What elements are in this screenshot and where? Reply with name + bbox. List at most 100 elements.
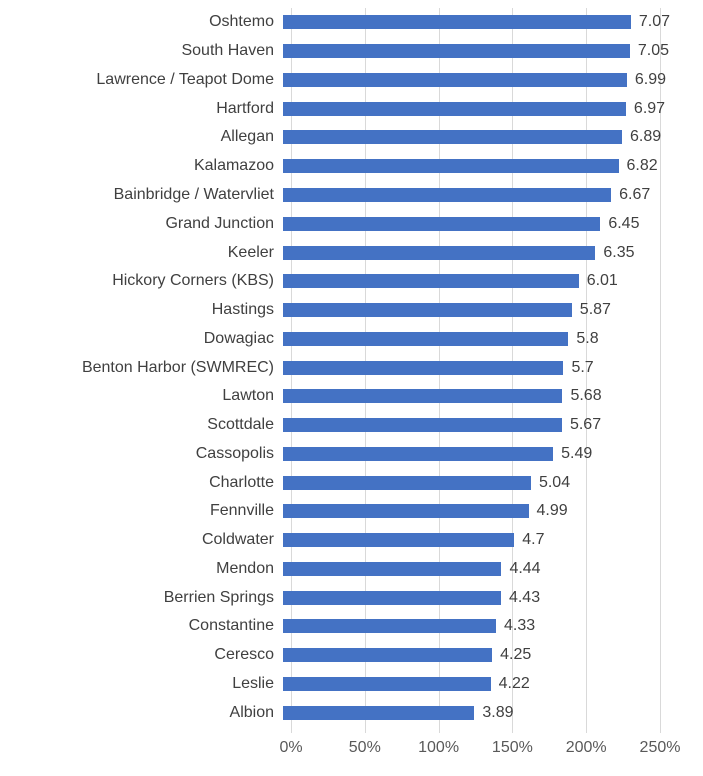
bar bbox=[283, 216, 601, 231]
bar bbox=[283, 303, 572, 318]
value-label: 5.67 bbox=[569, 416, 602, 434]
value-label: 4.25 bbox=[500, 646, 532, 664]
category-label: Ceresco bbox=[214, 646, 274, 664]
category-label: Hickory Corners (KBS) bbox=[112, 272, 274, 290]
gridline bbox=[660, 8, 661, 727]
bar-track: 4.7 bbox=[283, 526, 652, 555]
category-label: Albion bbox=[229, 703, 274, 721]
axis-tick-mark bbox=[660, 727, 661, 733]
bar-row: Hastings 5.87 bbox=[0, 296, 703, 325]
bar-track: 6.67 bbox=[283, 181, 652, 210]
value-label: 4.44 bbox=[509, 559, 541, 577]
bar-track: 4.25 bbox=[283, 641, 652, 670]
bar bbox=[283, 533, 515, 548]
bar-row: Coldwater 4.7 bbox=[0, 526, 703, 555]
bar bbox=[283, 475, 531, 490]
value-label: 5.49 bbox=[561, 444, 593, 462]
bar-row: Berrien Springs 4.43 bbox=[0, 583, 703, 612]
bar-track: 4.44 bbox=[283, 555, 652, 584]
bar bbox=[283, 676, 491, 691]
bar-row: Albion 3.89 bbox=[0, 698, 703, 727]
bar-row: Charlotte 5.04 bbox=[0, 468, 703, 497]
bar-row: Lawrence / Teapot Dome 6.99 bbox=[0, 66, 703, 95]
x-axis-tick-label: 200% bbox=[565, 739, 607, 756]
category-label: Charlotte bbox=[209, 473, 274, 491]
bar bbox=[283, 159, 619, 174]
axis-tick-mark bbox=[291, 727, 292, 733]
category-label: Allegan bbox=[220, 128, 274, 146]
bar-track: 5.49 bbox=[283, 439, 652, 468]
bar bbox=[283, 648, 493, 663]
bar-track: 6.45 bbox=[283, 209, 652, 238]
bar-row: Hartford 6.97 bbox=[0, 94, 703, 123]
bar-track: 4.43 bbox=[283, 583, 652, 612]
value-label: 6.67 bbox=[619, 185, 651, 203]
bar-row: Allegan 6.89 bbox=[0, 123, 703, 152]
bar-track: 6.89 bbox=[283, 123, 661, 152]
bar bbox=[283, 331, 569, 346]
category-label: Cassopolis bbox=[195, 444, 274, 462]
bar-row: Lawton 5.68 bbox=[0, 382, 703, 411]
bar-track: 4.99 bbox=[283, 497, 652, 526]
value-label: 7.05 bbox=[637, 42, 669, 60]
bar bbox=[283, 705, 475, 720]
bar-row: Leslie 4.22 bbox=[0, 670, 703, 699]
category-label: Scottdale bbox=[207, 416, 274, 434]
value-label: 4.33 bbox=[504, 617, 536, 635]
bar bbox=[283, 245, 596, 260]
category-label: Hastings bbox=[211, 301, 274, 319]
bar-track: 3.89 bbox=[283, 698, 652, 727]
value-label: 4.43 bbox=[508, 588, 541, 606]
bar bbox=[283, 15, 631, 30]
bar-track: 6.35 bbox=[283, 238, 652, 267]
bar-track: 7.05 bbox=[283, 37, 669, 66]
bar-track: 4.33 bbox=[283, 612, 652, 641]
value-label: 6.01 bbox=[586, 272, 618, 290]
bar-track: 5.8 bbox=[283, 324, 652, 353]
bar-track: 7.07 bbox=[283, 8, 670, 37]
bar-row: Keeler 6.35 bbox=[0, 238, 703, 267]
bar bbox=[283, 360, 564, 375]
category-label: Berrien Springs bbox=[163, 588, 274, 606]
bar-track: 6.99 bbox=[283, 66, 666, 95]
bar bbox=[283, 561, 502, 576]
x-axis-tick-label: 50% bbox=[348, 739, 381, 756]
value-label: 5.68 bbox=[570, 387, 602, 405]
category-label: Lawrence / Teapot Dome bbox=[96, 70, 274, 88]
bar-row: Kalamazoo 6.82 bbox=[0, 152, 703, 181]
value-label: 5.7 bbox=[571, 358, 594, 376]
bar bbox=[283, 130, 622, 145]
category-label: Hartford bbox=[216, 99, 274, 117]
bar-row: Grand Junction 6.45 bbox=[0, 209, 703, 238]
bar bbox=[283, 187, 612, 202]
bar-row: Hickory Corners (KBS) 6.01 bbox=[0, 267, 703, 296]
x-axis-tick-label: 250% bbox=[639, 739, 681, 756]
bar bbox=[283, 590, 501, 605]
value-label: 5.87 bbox=[579, 301, 611, 319]
x-axis-tick-label: 0% bbox=[279, 739, 303, 756]
bar-track: 6.82 bbox=[283, 152, 658, 181]
bar bbox=[283, 389, 563, 404]
value-label: 6.45 bbox=[608, 214, 640, 232]
bar-track: 4.22 bbox=[283, 670, 652, 699]
category-label: Oshtemo bbox=[209, 13, 274, 31]
bar bbox=[283, 44, 630, 59]
category-label: Dowagiac bbox=[203, 329, 274, 347]
bar bbox=[283, 72, 627, 87]
category-label: South Haven bbox=[181, 42, 274, 60]
gridline bbox=[586, 8, 588, 727]
x-axis-tick-label: 150% bbox=[491, 739, 533, 756]
axis-tick-mark bbox=[364, 727, 366, 733]
value-label: 4.7 bbox=[522, 531, 545, 549]
bar bbox=[283, 619, 497, 634]
axis-tick-mark bbox=[586, 727, 588, 733]
value-label: 5.8 bbox=[576, 329, 599, 347]
bar bbox=[283, 101, 626, 116]
category-label: Keeler bbox=[227, 243, 274, 261]
value-label: 5.04 bbox=[538, 473, 571, 491]
bar-row: Bainbridge / Watervliet 6.67 bbox=[0, 181, 703, 210]
bar-row: Scottdale 5.67 bbox=[0, 411, 703, 440]
value-label: 3.89 bbox=[482, 703, 514, 721]
x-axis: 0% 50% 100% 150% 200% 250% bbox=[279, 739, 680, 761]
